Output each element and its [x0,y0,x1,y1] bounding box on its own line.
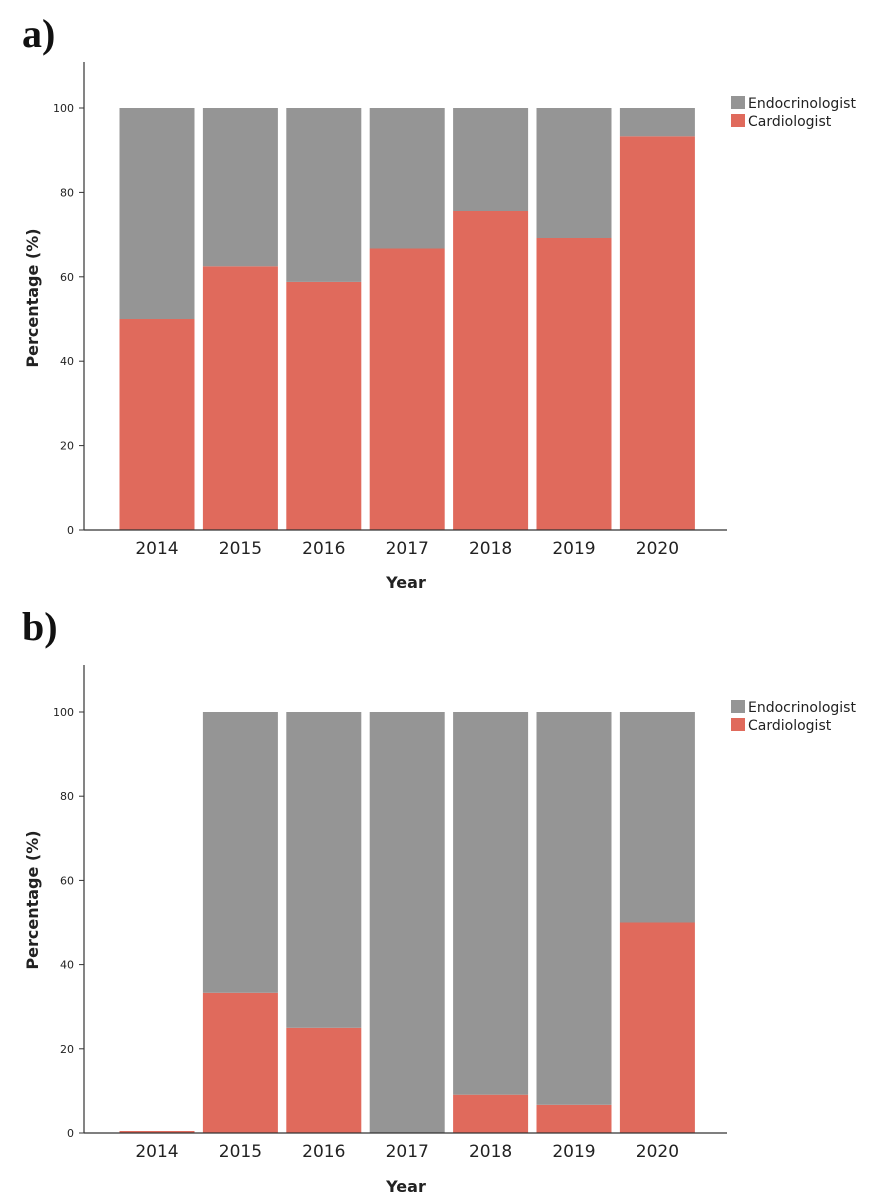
chart-panel-b: b) Percentage (%) Year Endocrinologist C… [22,604,856,1196]
y-tick-label-0-a: 0 [67,524,74,537]
legend-label-endocrinologist-a: Endocrinologist [748,96,856,112]
x-tick-label-2015-a: 2015 [219,539,262,559]
x-tick-label-2019-a: 2019 [552,539,595,559]
y-axis-label-a: Percentage (%) [23,228,42,367]
x-axis-label-b: Year [385,1177,426,1196]
legend-swatch-endocrinologist-b [731,700,745,713]
bar-cardiologist-2016-b [286,1027,362,1134]
x-axis-label-a: Year [385,573,426,592]
bar-endocrinologist-2020-b [619,712,695,923]
legend-label-cardiologist-b: Cardiologist [748,718,832,734]
bar-cardiologist-2016-a [286,281,362,530]
bar-cardiologist-2015-a [202,266,278,531]
legend-label-cardiologist-a: Cardiologist [748,114,832,130]
y-tick-label-40-a: 40 [60,355,74,368]
bar-endocrinologist-2016-b [286,712,362,1028]
bar-cardiologist-2019-b [536,1104,612,1133]
bar-cardiologist-2015-b [202,992,278,1133]
bar-endocrinologist-2015-b [202,712,278,993]
bar-cardiologist-2014-a [119,319,195,530]
y-tick-label-80-a: 80 [60,186,74,199]
panel-label-a: a) [22,11,55,56]
bar-cardiologist-2017-a [369,248,445,530]
legend-swatch-cardiologist-b [731,718,745,731]
bar-endocrinologist-2017-b [369,712,445,1133]
x-tick-label-2019-b: 2019 [552,1142,595,1162]
bar-endocrinologist-2018-b [453,712,529,1095]
bar-cardiologist-2018-a [453,211,529,530]
x-tick-label-2014-b: 2014 [135,1142,178,1162]
x-tick-label-2016-a: 2016 [302,539,345,559]
bar-endocrinologist-2015-a [202,108,278,267]
legend-a: Endocrinologist Cardiologist [731,96,856,130]
y-tick-label-80-b: 80 [60,790,74,803]
x-tick-label-2016-b: 2016 [302,1142,345,1162]
bar-endocrinologist-2017-a [369,108,445,249]
bar-cardiologist-2020-b [619,922,695,1133]
x-tick-label-2015-b: 2015 [219,1142,262,1162]
x-tick-label-2017-b: 2017 [386,1142,429,1162]
bar-cardiologist-2019-a [536,238,612,530]
y-tick-label-20-b: 20 [60,1043,74,1056]
y-tick-label-100-a: 100 [53,102,74,115]
y-axis-label-b: Percentage (%) [23,830,42,969]
chart-panel-a: a) Percentage (%) Year Endocrinologist C… [22,11,856,592]
x-tick-label-2020-a: 2020 [636,539,679,559]
x-tick-label-2018-a: 2018 [469,539,512,559]
x-tick-label-2017-a: 2017 [386,539,429,559]
x-tick-label-2020-b: 2020 [636,1142,679,1162]
bar-cardiologist-2018-b [453,1094,529,1133]
x-tick-label-2018-b: 2018 [469,1142,512,1162]
bar-endocrinologist-2019-a [536,108,612,238]
y-tick-label-40-b: 40 [60,959,74,972]
legend-b: Endocrinologist Cardiologist [731,700,856,734]
bar-cardiologist-2020-a [619,136,695,531]
y-tick-label-60-a: 60 [60,271,74,284]
bar-endocrinologist-2016-a [286,108,362,282]
y-tick-label-60-b: 60 [60,874,74,887]
bar-endocrinologist-2020-a [619,108,695,137]
plot-area-a: 2014 2015 2016 2017 2018 2019 2020 0 20 40 60 80 100 [53,62,727,559]
panel-label-b: b) [22,604,58,649]
bar-endocrinologist-2014-a [119,108,195,319]
legend-swatch-cardiologist-a [731,114,745,127]
plot-area-b: 2014 2015 2016 2017 2018 2019 2020 0 20 40 60 80 100 [53,665,727,1162]
y-tick-label-20-a: 20 [60,440,74,453]
y-tick-label-100-b: 100 [53,706,74,719]
y-tick-label-0-b: 0 [67,1127,74,1140]
bar-endocrinologist-2018-a [453,108,529,211]
bar-endocrinologist-2019-b [536,712,612,1105]
x-tick-label-2014-a: 2014 [135,539,178,559]
legend-label-endocrinologist-b: Endocrinologist [748,700,856,716]
legend-swatch-endocrinologist-a [731,96,745,109]
